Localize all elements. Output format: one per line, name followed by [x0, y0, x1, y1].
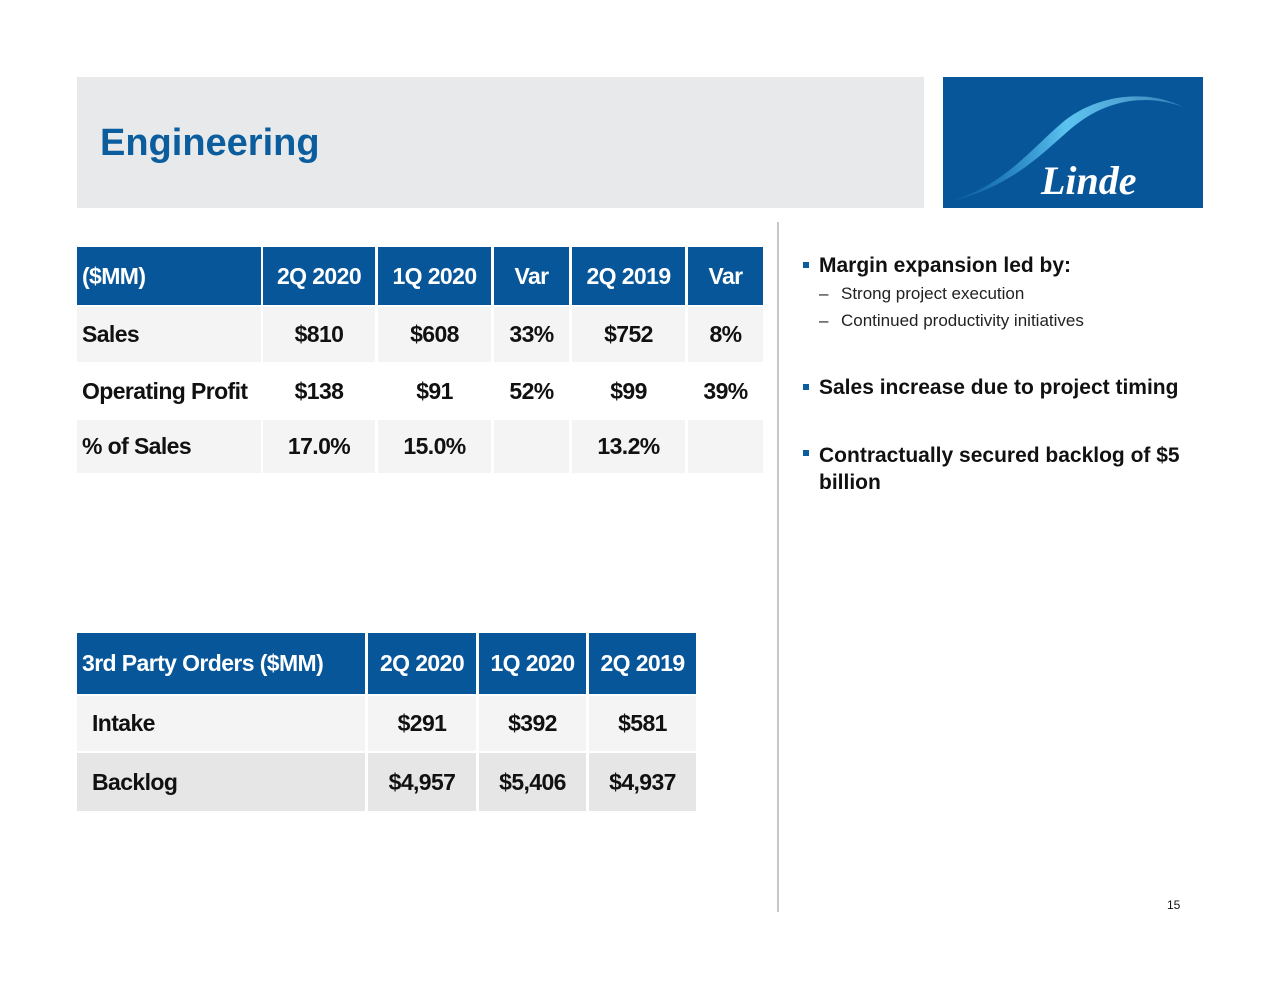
column-header: Var: [494, 247, 569, 305]
column-header: 2Q 2019: [589, 633, 696, 694]
table-cell: [688, 420, 763, 473]
table-cell: 15.0%: [378, 420, 491, 473]
table-cell: $581: [589, 696, 696, 751]
title-band: [77, 77, 924, 208]
column-header: ($MM): [77, 247, 261, 305]
table-cell: $810: [263, 307, 375, 362]
sub-bullet-text: Continued productivity initiatives: [841, 311, 1084, 330]
column-header: 2Q 2019: [572, 247, 685, 305]
table-cell: $752: [572, 307, 685, 362]
bullet-icon: [803, 262, 809, 268]
table-cell: $4,937: [589, 753, 696, 811]
sub-bullet: – Continued productivity initiatives: [819, 311, 1084, 330]
bullet-icon: [803, 450, 809, 456]
column-header: Var: [688, 247, 763, 305]
table-cell: 33%: [494, 307, 569, 362]
column-header: 3rd Party Orders ($MM): [77, 633, 365, 694]
bullet-2: Sales increase due to project timing: [803, 376, 1179, 400]
table-cell: $291: [368, 696, 476, 751]
column-header: 2Q 2020: [263, 247, 375, 305]
table-cell: Backlog: [77, 753, 365, 811]
table-cell: $138: [263, 364, 375, 418]
column-header: 1Q 2020: [378, 247, 491, 305]
table-cell: Intake: [77, 696, 365, 751]
bullet-text: Sales increase due to project timing: [819, 376, 1179, 399]
svg-text:Linde: Linde: [1040, 158, 1137, 203]
table-cell: $608: [378, 307, 491, 362]
bullet-1: Margin expansion led by:: [803, 254, 1072, 278]
table-cell: [494, 420, 569, 473]
table-cell: $99: [572, 364, 685, 418]
table-cell: 17.0%: [263, 420, 375, 473]
page-title: Engineering: [100, 122, 320, 164]
bullet-icon: [803, 384, 809, 390]
sub-bullet-text: Strong project execution: [841, 284, 1025, 303]
table-cell: $5,406: [479, 753, 586, 811]
table-cell: 39%: [688, 364, 763, 418]
table-cell: Operating Profit: [77, 364, 261, 418]
column-header: 1Q 2020: [479, 633, 586, 694]
table-cell: 52%: [494, 364, 569, 418]
table-cell: $4,957: [368, 753, 476, 811]
linde-logo: Linde: [943, 77, 1203, 208]
vertical-divider: [777, 222, 779, 912]
sub-bullet: – Strong project execution: [819, 284, 1025, 303]
table-cell: $392: [479, 696, 586, 751]
table-cell: Sales: [77, 307, 261, 362]
table-cell: % of Sales: [77, 420, 261, 473]
page-number: 15: [1167, 898, 1181, 912]
bullet-text: Contractually secured backlog of $5 bill…: [819, 444, 1180, 494]
column-header: 2Q 2020: [368, 633, 476, 694]
table-cell: 8%: [688, 307, 763, 362]
bullet-text: Margin expansion led by:: [819, 254, 1072, 277]
bullet-3: Contractually secured backlog of $5 bill…: [803, 442, 1189, 496]
table-cell: 13.2%: [572, 420, 685, 473]
table-cell: $91: [378, 364, 491, 418]
